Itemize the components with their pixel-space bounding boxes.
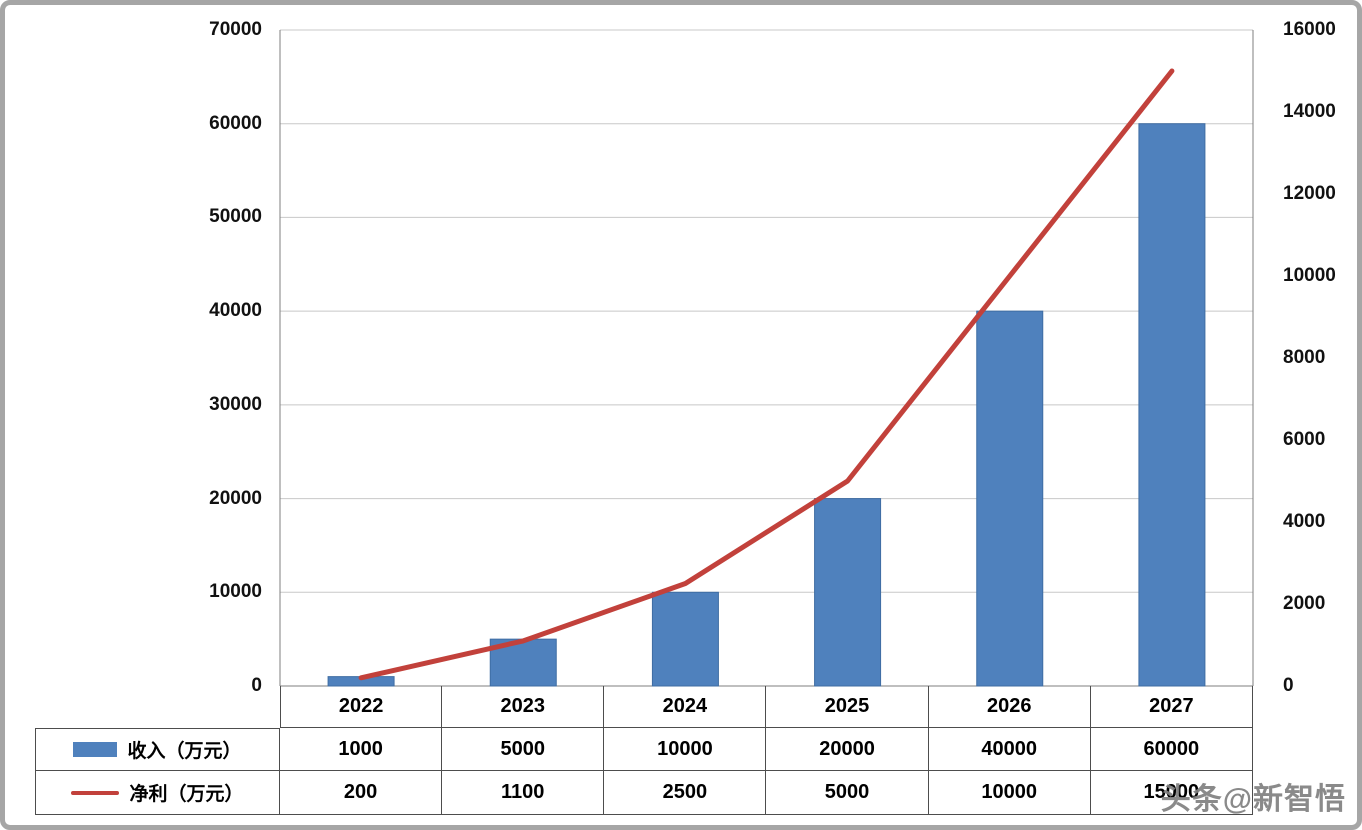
data-table: 2022 2023 2024 2025 2026 2027 收入（万元） 1000 5000 10… <box>35 686 1253 815</box>
watermark: 头条@新智悟 <box>1160 783 1346 816</box>
bar-2025 <box>814 498 882 687</box>
legend-cell-profit: 净利（万元） <box>35 771 280 815</box>
left-axis-tick-label: 20000 <box>209 487 262 509</box>
legend-cell-revenue: 收入（万元） <box>35 728 280 771</box>
bar-2026 <box>976 310 1044 687</box>
left-axis-tick-label: 60000 <box>209 112 262 134</box>
bar-2024 <box>651 591 719 687</box>
table-value-2026: 10000 <box>928 771 1091 815</box>
x-axis-label-2026: 2026 <box>928 686 1091 728</box>
x-axis-label-2025: 2025 <box>766 686 929 728</box>
table-value-2022: 200 <box>280 771 443 815</box>
right-axis-tick-label: 16000 <box>1283 19 1336 40</box>
table-value-2024: 10000 <box>604 728 767 771</box>
x-axis-label-2027: 2027 <box>1090 686 1253 728</box>
right-axis-tick-label: 12000 <box>1283 183 1336 204</box>
right-axis-tick-label: 14000 <box>1283 101 1336 122</box>
right-axis-ticks: 0 2000 4000 6000 8000 10000 12000 14000 16000 <box>1283 0 1362 830</box>
legend-label: 收入（万元） <box>127 741 242 762</box>
x-axis-label-2023: 2023 <box>442 686 605 728</box>
table-corner-cell <box>35 686 280 728</box>
bar-2027 <box>1138 123 1206 687</box>
table-value-2025: 5000 <box>766 771 929 815</box>
bar-legend-swatch <box>73 742 118 757</box>
table-value-2025: 20000 <box>766 728 929 771</box>
x-axis-label-2024: 2024 <box>604 686 767 728</box>
line-series <box>358 68 1175 681</box>
x-axis-label-2022: 2022 <box>280 686 443 728</box>
table-value-2027: 60000 <box>1090 728 1253 771</box>
table-value-2023: 1100 <box>442 771 605 815</box>
table-value-2026: 40000 <box>928 728 1091 771</box>
table-value-2027: 15000 <box>1090 771 1253 815</box>
left-axis-tick-label: 0 <box>251 675 262 696</box>
legend-label: 净利（万元） <box>129 784 244 805</box>
table-value-2022: 1000 <box>280 728 443 771</box>
right-axis-tick-label: 2000 <box>1283 593 1326 614</box>
right-axis-tick-label: 0 <box>1283 675 1294 696</box>
left-axis-tick-label: 30000 <box>209 393 262 415</box>
table-value-2023: 5000 <box>442 728 605 771</box>
line-legend-swatch <box>71 790 120 795</box>
right-axis-tick-label: 8000 <box>1283 347 1326 368</box>
left-axis-tick-label: 70000 <box>209 19 262 40</box>
left-axis-tick-label: 40000 <box>209 300 262 322</box>
left-axis-tick-label: 10000 <box>209 581 262 603</box>
right-axis-tick-label: 10000 <box>1283 265 1336 286</box>
right-axis-tick-label: 4000 <box>1283 511 1326 532</box>
left-axis-tick-label: 50000 <box>209 206 262 228</box>
right-axis-tick-label: 6000 <box>1283 429 1326 450</box>
table-value-2024: 2500 <box>604 771 767 815</box>
left-axis-ticks: 0 10000 20000 30000 40000 50000 60000 70000 <box>140 0 262 830</box>
